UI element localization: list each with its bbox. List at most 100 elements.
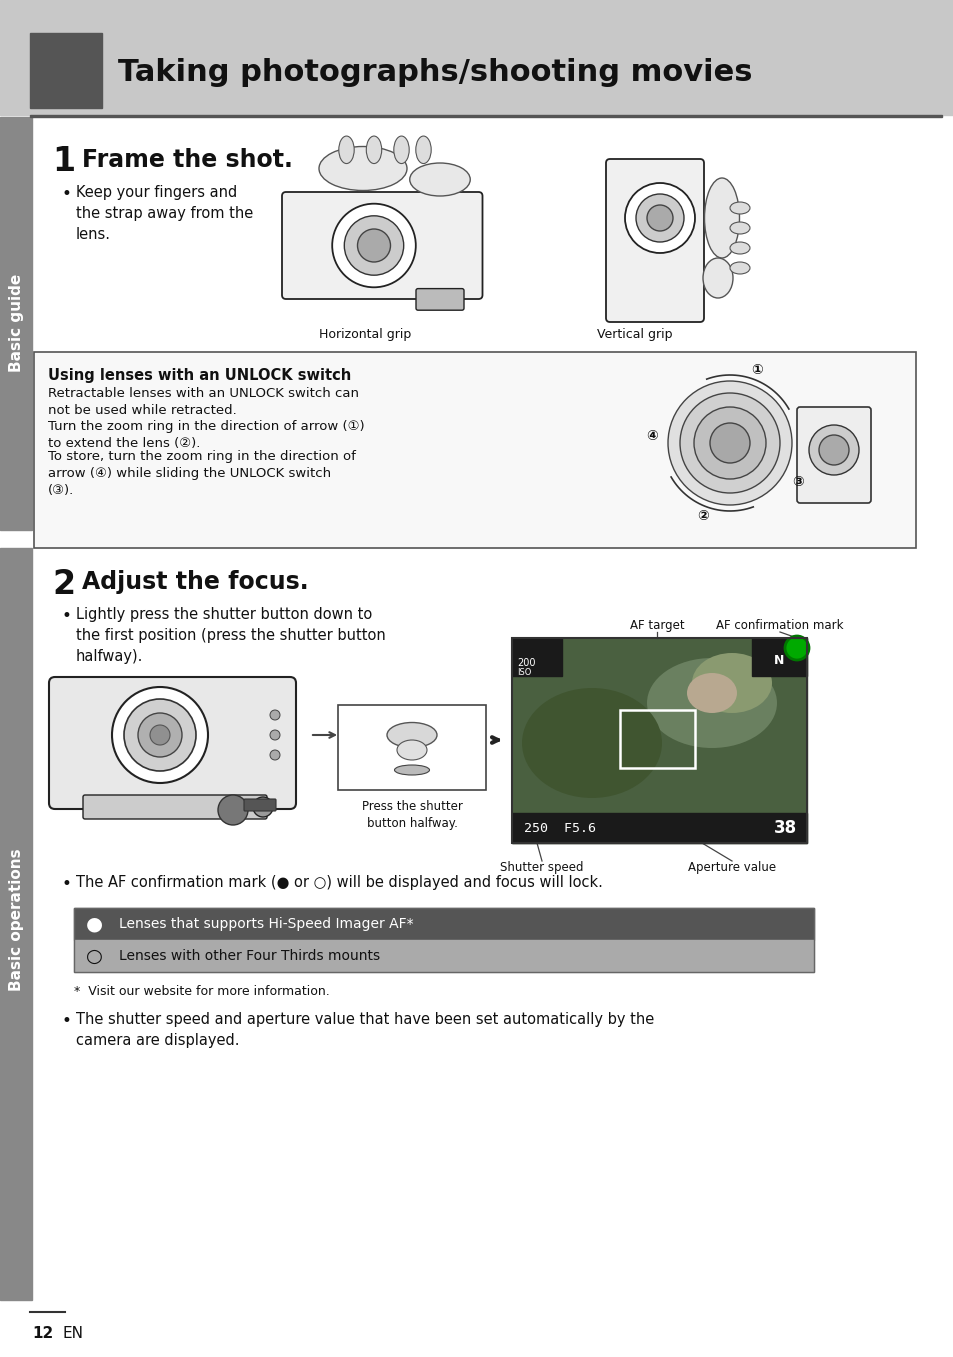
Ellipse shape: [729, 242, 749, 254]
Circle shape: [784, 636, 808, 660]
Text: 38: 38: [773, 820, 796, 837]
Bar: [30, 33, 102, 109]
Bar: [0, 117, 32, 531]
Text: ○: ○: [86, 946, 102, 965]
Ellipse shape: [410, 163, 470, 195]
Bar: [512, 638, 806, 843]
Ellipse shape: [691, 653, 771, 712]
Circle shape: [112, 687, 208, 783]
Circle shape: [218, 795, 248, 825]
Text: AF target: AF target: [629, 619, 683, 632]
Text: Using lenses with an UNLOCK switch: Using lenses with an UNLOCK switch: [48, 368, 351, 383]
FancyBboxPatch shape: [244, 799, 275, 811]
Circle shape: [818, 436, 848, 465]
Ellipse shape: [729, 223, 749, 233]
Bar: [74, 940, 813, 972]
Text: The AF confirmation mark (● or ○) will be displayed and focus will lock.: The AF confirmation mark (● or ○) will b…: [76, 875, 602, 890]
Text: EN: EN: [62, 1326, 83, 1341]
Text: AF confirmation mark: AF confirmation mark: [716, 619, 842, 632]
Ellipse shape: [366, 136, 381, 164]
Text: ④: ④: [646, 429, 658, 444]
Bar: [337, 706, 485, 790]
Circle shape: [709, 423, 749, 463]
Circle shape: [150, 725, 170, 745]
Text: To store, turn the zoom ring in the direction of
arrow (④) while sliding the UNL: To store, turn the zoom ring in the dire…: [48, 451, 355, 497]
Text: Basic guide: Basic guide: [9, 274, 24, 372]
Ellipse shape: [338, 136, 354, 164]
Ellipse shape: [521, 688, 661, 798]
Ellipse shape: [387, 722, 436, 748]
Circle shape: [624, 183, 695, 252]
Text: Press the shutter
button halfway.: Press the shutter button halfway.: [361, 801, 462, 830]
Text: Horizontal grip: Horizontal grip: [318, 328, 411, 341]
Ellipse shape: [318, 147, 407, 190]
Circle shape: [138, 712, 182, 757]
Circle shape: [679, 394, 780, 493]
Bar: [74, 908, 813, 972]
Text: ②: ②: [697, 509, 708, 524]
Text: •: •: [62, 1012, 71, 1030]
Text: Lenses with other Four Thirds mounts: Lenses with other Four Thirds mounts: [119, 949, 379, 963]
Ellipse shape: [395, 765, 429, 775]
FancyBboxPatch shape: [796, 407, 870, 503]
Text: 200: 200: [517, 658, 535, 668]
Circle shape: [270, 750, 280, 760]
Bar: [0, 0, 953, 115]
Text: Lenses that supports Hi-Speed Imager AF*: Lenses that supports Hi-Speed Imager AF*: [119, 917, 414, 931]
Circle shape: [270, 710, 280, 721]
Text: Shutter speed: Shutter speed: [499, 860, 583, 874]
FancyBboxPatch shape: [416, 289, 463, 311]
Text: Vertical grip: Vertical grip: [597, 328, 672, 341]
Bar: [619, 710, 695, 768]
Text: Taking photographs/shooting movies: Taking photographs/shooting movies: [118, 57, 752, 87]
Circle shape: [693, 407, 765, 479]
Text: ①: ①: [750, 362, 761, 377]
Circle shape: [808, 425, 858, 475]
Bar: [74, 908, 813, 940]
Text: Adjust the focus.: Adjust the focus.: [82, 570, 309, 594]
FancyBboxPatch shape: [282, 191, 482, 299]
Text: 250  F5.6: 250 F5.6: [523, 821, 596, 835]
FancyBboxPatch shape: [605, 159, 703, 322]
Ellipse shape: [416, 136, 431, 164]
Bar: [30, 115, 941, 117]
Text: Frame the shot.: Frame the shot.: [82, 148, 293, 172]
Ellipse shape: [396, 740, 427, 760]
Bar: [0, 548, 32, 1300]
Circle shape: [646, 205, 672, 231]
FancyBboxPatch shape: [83, 795, 267, 820]
Ellipse shape: [702, 258, 732, 299]
Circle shape: [124, 699, 195, 771]
Text: Lightly press the shutter button down to
the first position (press the shutter b: Lightly press the shutter button down to…: [76, 607, 385, 664]
Circle shape: [253, 797, 273, 817]
Circle shape: [332, 204, 416, 288]
Text: Basic operations: Basic operations: [9, 848, 24, 992]
Text: ISO: ISO: [517, 668, 531, 677]
Ellipse shape: [686, 673, 737, 712]
Text: Aperture value: Aperture value: [687, 860, 775, 874]
Text: 1: 1: [52, 145, 75, 178]
Text: N: N: [773, 654, 783, 666]
Bar: [512, 638, 561, 676]
Text: *  Visit our website for more information.: * Visit our website for more information…: [74, 985, 330, 997]
Text: •: •: [62, 185, 71, 204]
Text: Turn the zoom ring in the direction of arrow (①)
to extend the lens (②).: Turn the zoom ring in the direction of a…: [48, 421, 364, 451]
Circle shape: [667, 381, 791, 505]
Text: The shutter speed and aperture value that have been set automatically by the
cam: The shutter speed and aperture value tha…: [76, 1012, 654, 1048]
Ellipse shape: [729, 262, 749, 274]
Text: •: •: [62, 607, 71, 626]
Text: Keep your fingers and
the strap away from the
lens.: Keep your fingers and the strap away fro…: [76, 185, 253, 242]
Ellipse shape: [646, 658, 776, 748]
Bar: [512, 638, 806, 843]
FancyBboxPatch shape: [49, 677, 295, 809]
Circle shape: [270, 730, 280, 740]
Text: ●: ●: [86, 915, 102, 934]
Text: •: •: [62, 875, 71, 893]
Text: ③: ③: [791, 475, 802, 489]
Circle shape: [636, 194, 683, 242]
Text: 12: 12: [32, 1326, 53, 1341]
Bar: [512, 813, 806, 843]
Ellipse shape: [394, 136, 409, 164]
Text: Retractable lenses with an UNLOCK switch can
not be used while retracted.: Retractable lenses with an UNLOCK switch…: [48, 387, 358, 417]
Circle shape: [344, 216, 403, 275]
